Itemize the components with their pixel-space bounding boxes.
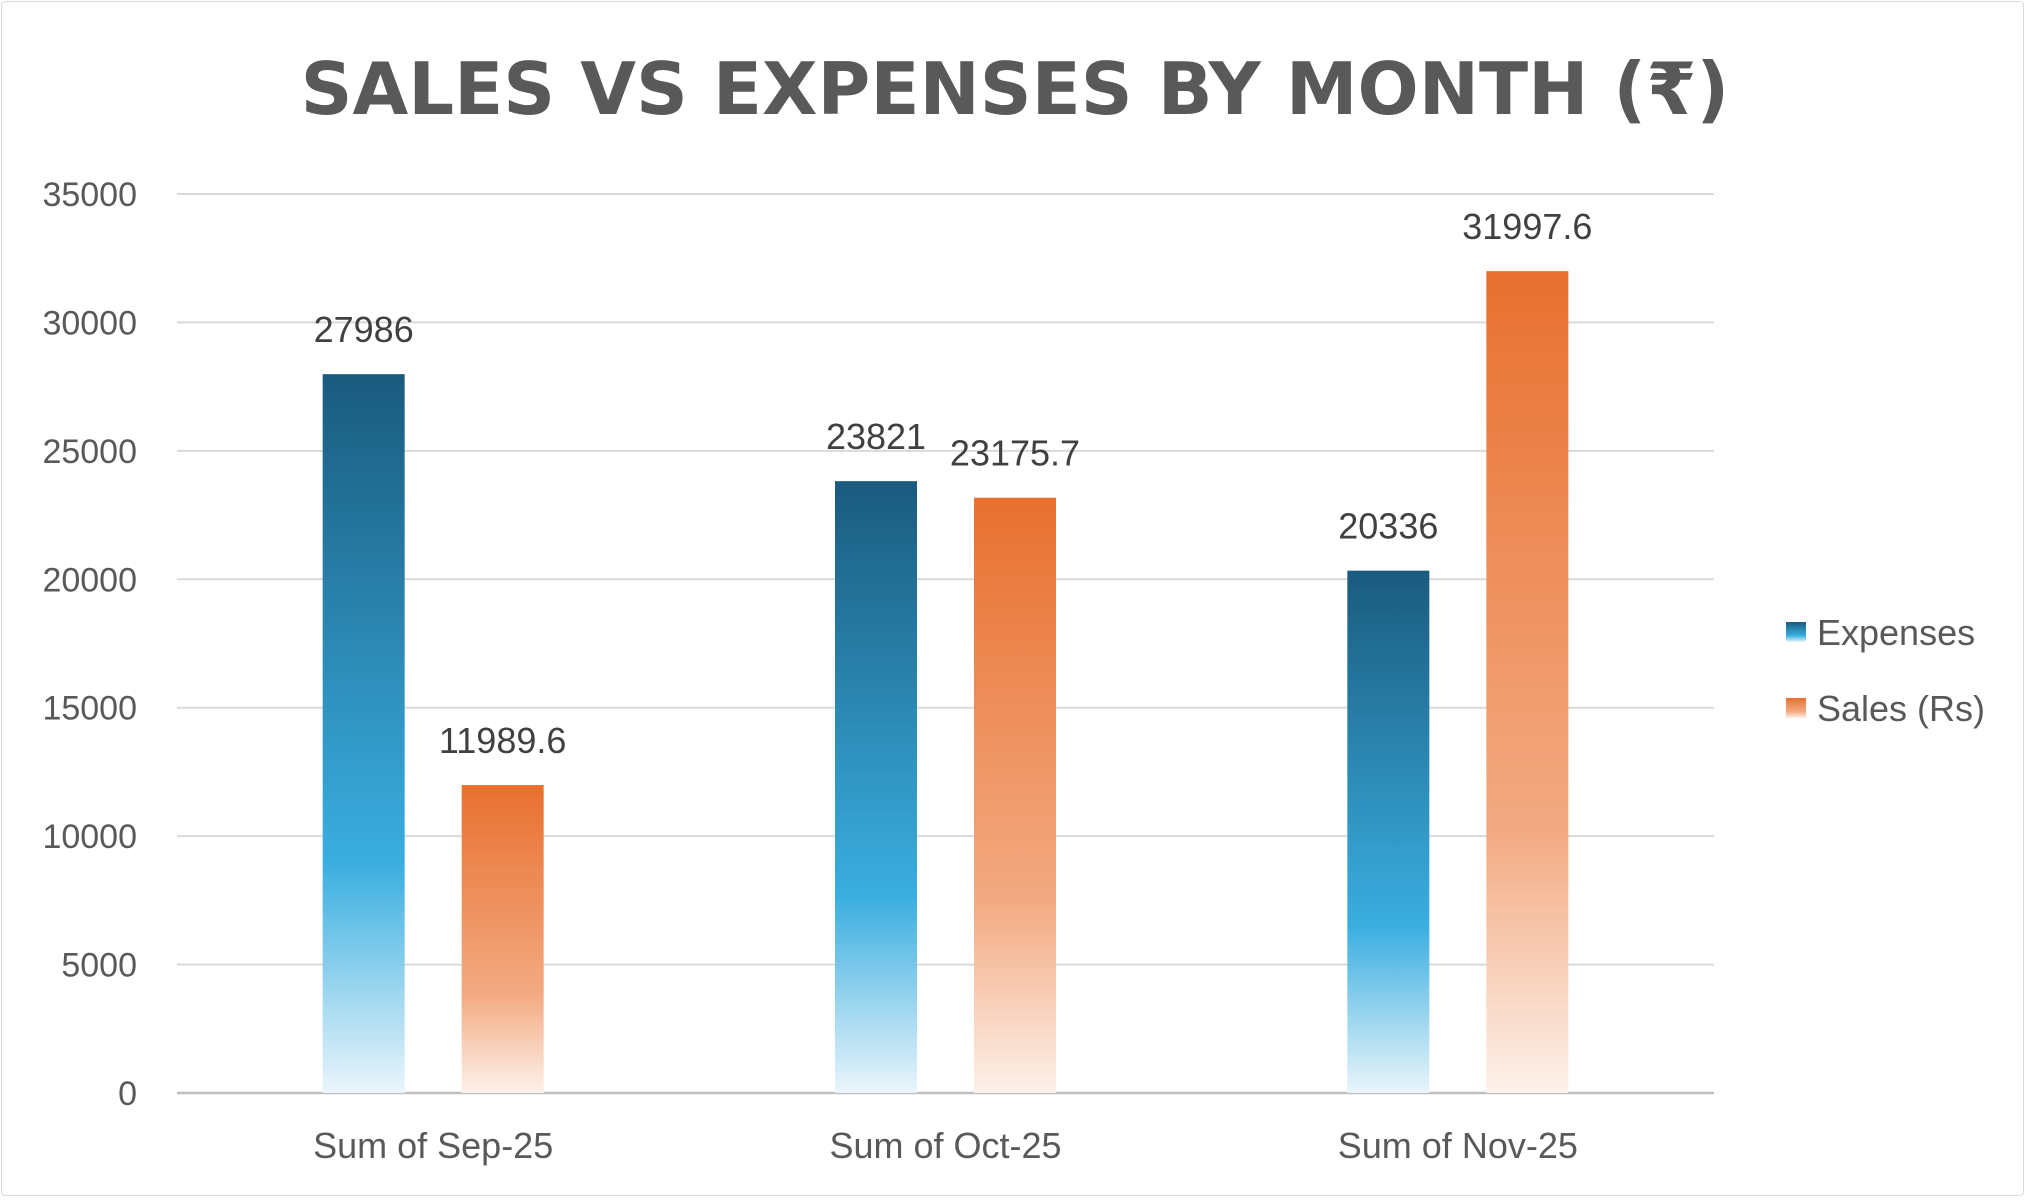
data-label: 27986 <box>314 309 414 350</box>
bar-expenses-1[interactable] <box>322 374 405 1093</box>
legend-swatch-expenses <box>1786 622 1806 642</box>
y-tick-label: 15000 <box>42 690 137 728</box>
bar-expenses-3[interactable] <box>1347 570 1430 1093</box>
legend-label-expenses: Expenses <box>1817 612 1975 653</box>
data-label: 11989.6 <box>439 720 566 761</box>
bar-sales-3[interactable] <box>1486 271 1569 1093</box>
x-category-label: Sum of Oct-25 <box>829 1125 1061 1166</box>
y-tick-label: 5000 <box>61 947 137 985</box>
y-tick-label: 25000 <box>42 433 137 471</box>
legend-swatch-sales <box>1786 698 1806 718</box>
gridlines <box>177 193 1714 1095</box>
legend-label-sales: Sales (Rs) <box>1817 688 1985 729</box>
y-axis: 0 5000 10000 15000 20000 25000 30000 35000 <box>42 176 137 1113</box>
bar-sales-2[interactable] <box>974 497 1056 1093</box>
data-label: 31997.6 <box>1462 206 1592 247</box>
y-tick-label: 35000 <box>42 176 137 214</box>
legend: Expenses Sales (Rs) <box>1786 612 1985 729</box>
x-category-label: Sum of Sep-25 <box>313 1125 553 1166</box>
bar-sales-1[interactable] <box>461 785 544 1093</box>
y-tick-label: 20000 <box>42 561 137 599</box>
data-label: 23175.7 <box>950 433 1080 474</box>
data-labels: 27986 11989.6 23821 23175.7 20336 31997.6 <box>314 206 1593 761</box>
data-label: 23821 <box>826 416 926 457</box>
x-category-label: Sum of Nov-25 <box>1338 1125 1578 1166</box>
y-tick-label: 0 <box>118 1075 137 1113</box>
bar-expenses-2[interactable] <box>835 481 917 1093</box>
y-tick-label: 10000 <box>42 818 137 856</box>
bars <box>322 271 1569 1093</box>
data-label: 20336 <box>1338 506 1438 547</box>
x-axis: Sum of Sep-25 Sum of Oct-25 Sum of Nov-25 <box>313 1125 1578 1166</box>
y-tick-label: 30000 <box>42 304 137 342</box>
chart-title: SALES VS EXPENSES BY MONTH (₹) <box>301 47 1730 131</box>
